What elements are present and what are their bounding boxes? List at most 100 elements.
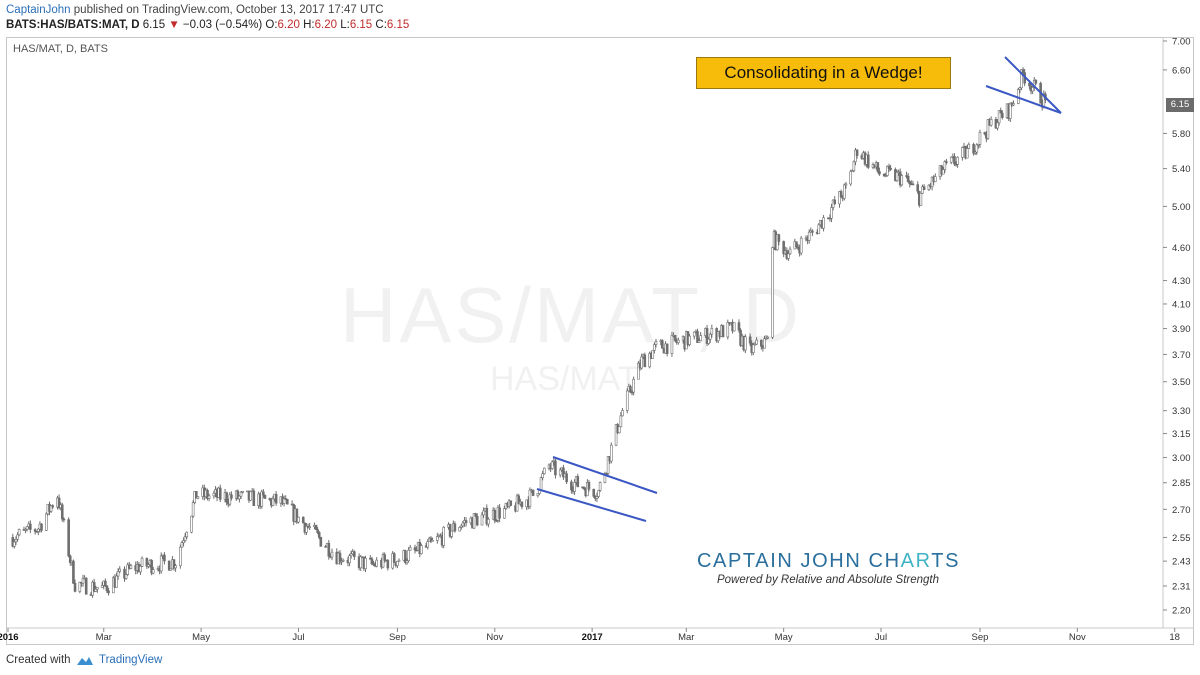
- price-bar: [886, 165, 889, 176]
- price-tick-label: 2.20: [1172, 606, 1191, 617]
- price-bar: [40, 523, 43, 531]
- price-bar: [295, 508, 299, 523]
- price-bar: [62, 518, 66, 521]
- price-tick-label: 6.60: [1172, 65, 1191, 76]
- tradingview-cloud-icon[interactable]: [75, 654, 95, 667]
- price-bar: [916, 184, 920, 192]
- price-bar: [949, 156, 953, 163]
- price-bar: [33, 529, 37, 532]
- price-bar: [413, 547, 417, 551]
- price-bar: [252, 490, 256, 507]
- price-bar: [49, 505, 53, 512]
- price-bar: [163, 554, 166, 562]
- price-bar: [528, 489, 532, 507]
- price-bar: [707, 338, 710, 344]
- chart-area[interactable]: [6, 37, 1194, 645]
- price-bar: [1031, 87, 1034, 92]
- price-bar: [945, 161, 948, 163]
- price-bar: [396, 561, 399, 566]
- price-bar: [1021, 69, 1025, 73]
- price-bar: [450, 530, 453, 537]
- trendline-lower-1[interactable]: [536, 488, 647, 522]
- time-axis[interactable]: 2016 Mar May Jul Sep Nov 2017 Mar May Jul Sep Nov 18: [0, 628, 1180, 643]
- price-bar: [977, 144, 980, 146]
- price-bar: [614, 424, 618, 446]
- time-tick-label: Nov: [486, 632, 503, 643]
- price-bar: [225, 492, 228, 503]
- price-bar: [236, 490, 240, 500]
- price-bar: [316, 529, 319, 533]
- price-bar: [249, 491, 252, 501]
- price-bar: [459, 525, 463, 528]
- price-bar: [461, 522, 465, 527]
- price-bar: [996, 122, 999, 129]
- price-bar: [967, 144, 971, 149]
- price-bar: [744, 336, 747, 351]
- price-bar: [182, 540, 185, 543]
- price-bar: [705, 328, 709, 344]
- price-bar: [274, 493, 278, 504]
- price-bar: [906, 175, 910, 183]
- price-bar: [605, 473, 608, 475]
- price-bar: [737, 322, 741, 331]
- price-bar: [878, 171, 881, 175]
- price-tick-label: 2.43: [1172, 557, 1191, 568]
- ohlc-info: BATS:HAS/BATS:MAT, D 6.15 ▼ −0.03 (−0.54…: [6, 19, 409, 31]
- price-bar: [474, 513, 477, 517]
- low-value: 6.15: [349, 19, 373, 31]
- price-tick-label: 2.55: [1172, 533, 1191, 544]
- price-bar: [183, 536, 187, 541]
- price-bar: [609, 444, 613, 462]
- price-bar: [230, 494, 233, 499]
- price-tick-label: 5.00: [1172, 202, 1191, 213]
- price-bar: [922, 186, 926, 191]
- price-bar: [68, 555, 72, 563]
- price-bar: [582, 487, 586, 490]
- price-bar: [1008, 102, 1012, 119]
- price-bar: [625, 390, 629, 411]
- price-bar: [338, 552, 342, 563]
- price-bar: [661, 340, 664, 349]
- price-bar: [104, 580, 107, 587]
- price-bar: [570, 481, 573, 491]
- price-bar: [429, 537, 433, 542]
- price-bar: [330, 551, 334, 558]
- price-bar: [807, 231, 811, 241]
- price-bar: [983, 132, 987, 135]
- trendline-upper-1[interactable]: [552, 456, 658, 494]
- footer: Created with TradingView: [0, 645, 1200, 675]
- price-tick-label: 3.90: [1172, 324, 1191, 335]
- author-link[interactable]: CaptainJohn: [6, 4, 71, 16]
- price-bar: [319, 536, 323, 547]
- price-bar: [370, 558, 374, 565]
- price-bar: [640, 356, 643, 369]
- price-bar: [308, 526, 311, 529]
- price-bar: [25, 526, 29, 530]
- price-bar: [100, 585, 104, 588]
- tradingview-link[interactable]: TradingView: [99, 654, 163, 666]
- price-bar: [341, 559, 345, 562]
- price-bar: [782, 241, 785, 255]
- price-bar: [169, 568, 173, 571]
- price-bar: [788, 248, 792, 255]
- price-bar: [124, 574, 128, 579]
- price-bar: [45, 513, 48, 531]
- time-tick-label: 2017: [582, 632, 603, 643]
- wedge-callout[interactable]: Consolidating in a Wedge!: [696, 57, 951, 89]
- price-bar: [961, 147, 964, 158]
- price-bar: [81, 578, 85, 584]
- price-bar: [482, 510, 485, 516]
- price-bar: [407, 549, 410, 561]
- price-bar: [833, 199, 837, 205]
- price-chart[interactable]: 7.00 6.60 5.80 5.40 5.00 4.60 4.30 4.10 3.90 3.70…: [0, 0, 1200, 645]
- price-axis[interactable]: 7.00 6.60 5.80 5.40 5.00 4.60 4.30 4.10 3.90 3.70…: [1163, 37, 1191, 617]
- price-bar: [57, 497, 61, 509]
- price-bar: [617, 426, 621, 434]
- price-bar: [118, 568, 122, 572]
- trendlines[interactable]: [536, 56, 1062, 522]
- publish-info: CaptainJohn published on TradingView.com…: [6, 4, 384, 16]
- price-bar: [73, 583, 77, 592]
- price-bar: [764, 337, 768, 340]
- trendline-lower-2[interactable]: [985, 85, 1062, 114]
- trendline-upper-2[interactable]: [1004, 56, 1062, 114]
